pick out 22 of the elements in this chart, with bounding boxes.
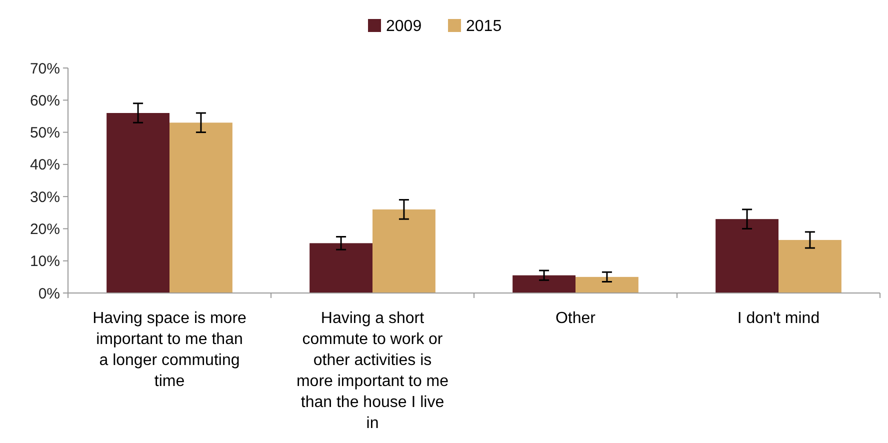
y-tick-label: 30% [30,188,60,206]
legend-label: 2009 [386,18,422,35]
y-tick-label: 20% [30,220,60,238]
y-tick-label: 10% [30,253,60,270]
x-tick-label: Having a short commute to work or other activities is more important to me than the house I live in [296,310,449,432]
bar [778,240,842,293]
x-tick-label: Other [555,310,596,327]
y-tick-label: 40% [30,156,60,174]
bar [716,219,778,293]
bar [372,209,436,293]
bar [310,243,372,293]
legend-label: 2015 [466,18,502,35]
bar [512,275,576,293]
y-tick-label: 70% [30,60,60,78]
y-tick-label: 0% [38,285,60,302]
y-tick-label: 50% [30,124,60,142]
x-tick-label: Having space is more important to me than a longer commuting time [92,310,247,390]
bar [170,122,232,293]
bar [106,113,170,293]
y-tick-label: 60% [30,92,60,110]
x-tick-label: I don't mind [737,310,820,327]
bar [576,276,638,293]
